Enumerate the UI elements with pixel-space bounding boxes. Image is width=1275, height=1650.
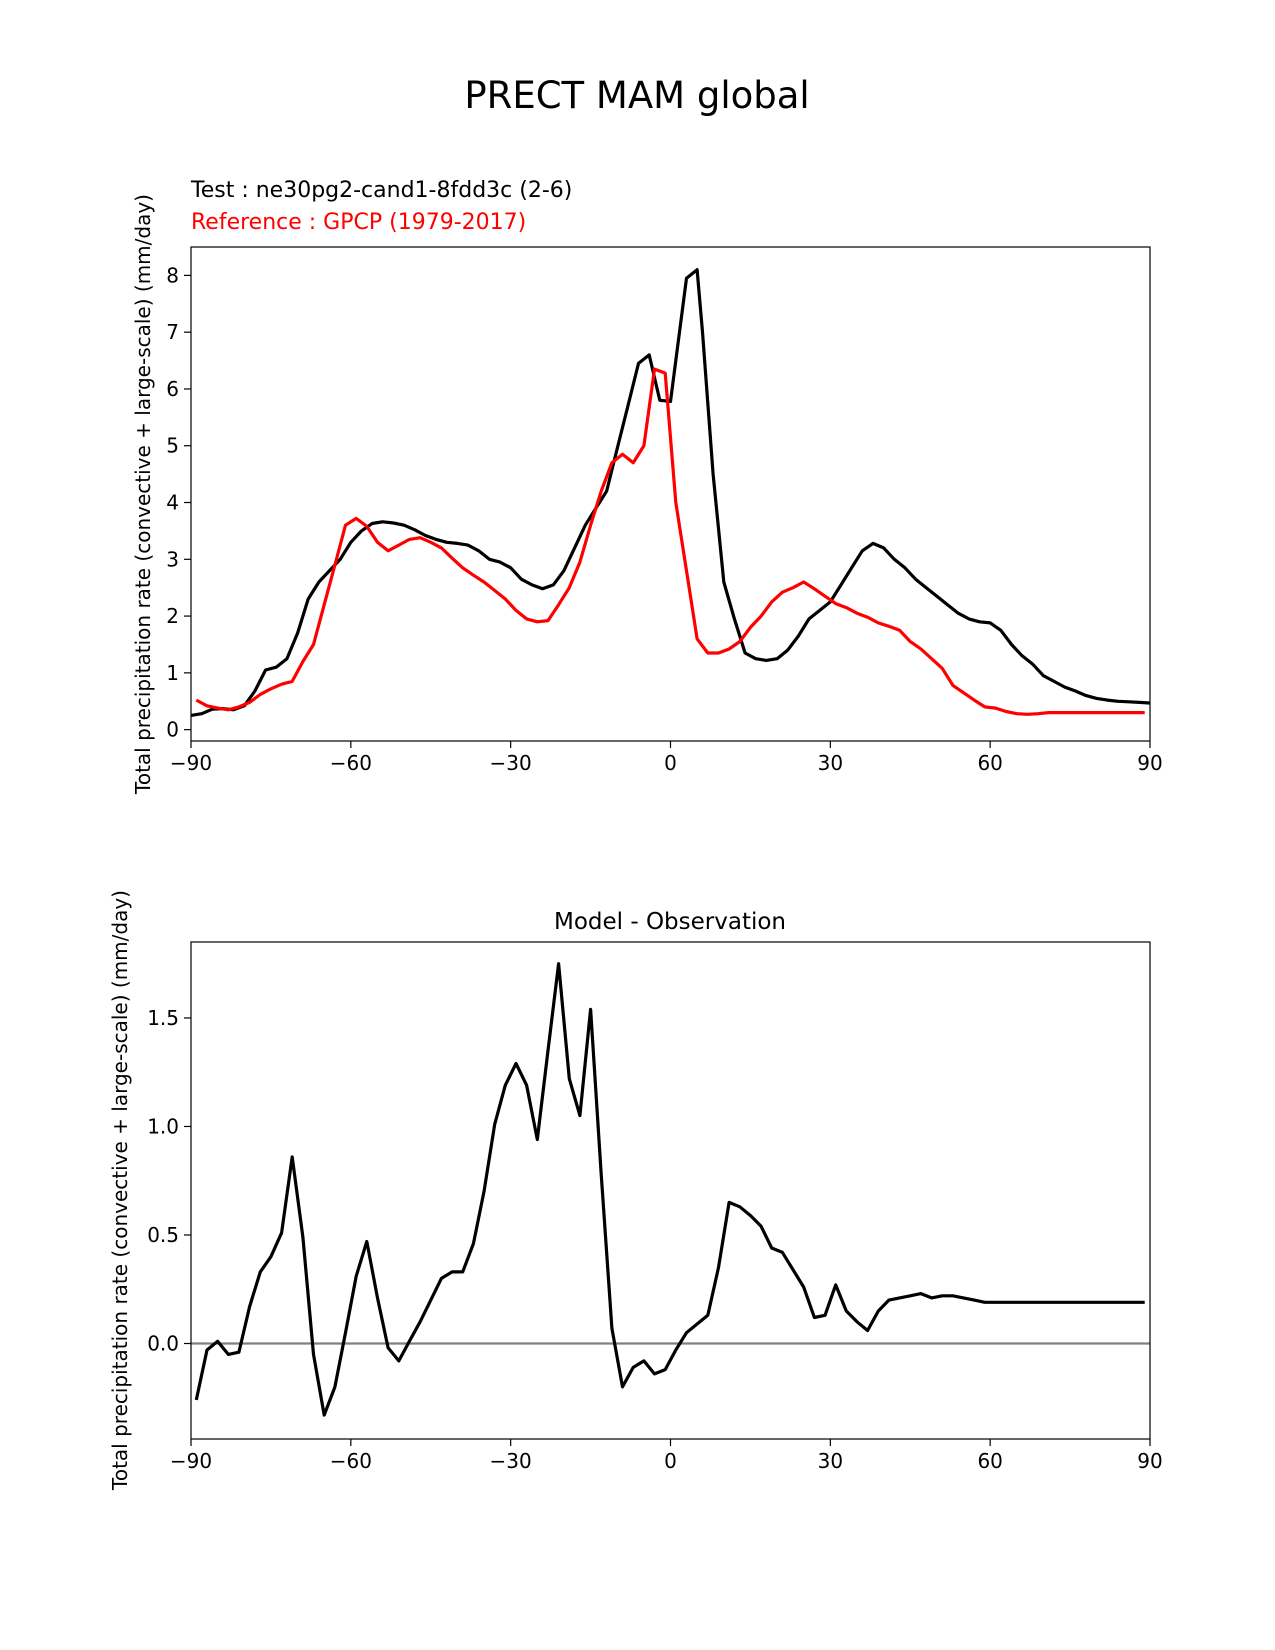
top-ytick-label: 6 [166,377,179,401]
bottom-xtick-label: 30 [818,1449,843,1473]
top-ytick-label: 3 [166,547,179,571]
top-axis-ticks: −90 −60 −30 0 30 60 90 0 1 2 3 4 5 6 7 8 [166,263,1162,775]
bottom-plot-lines [191,962,1150,1417]
figure-title: PRECT MAM global [464,74,809,117]
bottom-ylabel: Total precipitation rate (convective + l… [108,890,132,1491]
reference-series-line [195,367,1145,716]
top-xtick-label: 0 [664,751,677,775]
bottom-plot-frame [190,941,1151,1440]
bottom-panel: Model - Observation −90 −60 −30 0 30 60 90 0.0 0… [108,890,1163,1491]
bottom-ytick-label: 1.5 [147,1006,179,1030]
bottom-xtick-label: −60 [330,1449,372,1473]
reference-label: Reference : GPCP (1979-2017) [191,210,526,235]
bottom-title: Model - Observation [554,909,786,935]
top-xtick-label: 60 [977,751,1002,775]
bottom-ytick-label: 0.0 [147,1332,179,1356]
difference-series-line [194,962,1145,1417]
top-ytick-label: 8 [166,263,179,287]
top-xtick-label: 90 [1137,751,1162,775]
top-xtick-label: −60 [330,751,372,775]
bottom-xtick-label: −90 [170,1449,212,1473]
bottom-xtick-label: 90 [1137,1449,1162,1473]
top-ytick-label: 7 [166,320,179,344]
top-ytick-label: 2 [166,604,179,628]
top-ytick-label: 0 [166,718,179,742]
top-panel: Test : ne30pg2-cand1-8fdd3c (2-6) Refere… [131,178,1163,795]
bottom-axis-ticks: −90 −60 −30 0 30 60 90 0.0 0.5 1.0 1.5 [147,1006,1163,1473]
top-xtick-label: 30 [818,751,843,775]
top-xtick-label: −90 [170,751,212,775]
top-xtick-label: −30 [490,751,532,775]
top-plot-frame [190,246,1151,742]
top-ytick-label: 4 [166,491,179,515]
bottom-ytick-label: 0.5 [147,1223,179,1247]
top-ytick-label: 1 [166,661,179,685]
bottom-xtick-label: −30 [490,1449,532,1473]
top-plot-lines [190,268,1151,717]
top-ylabel: Total precipitation rate (convective + l… [131,194,155,795]
bottom-xtick-label: 60 [977,1449,1002,1473]
test-series-line [190,268,1151,717]
bottom-xtick-label: 0 [664,1449,677,1473]
bottom-ytick-label: 1.0 [147,1114,179,1138]
test-label: Test : ne30pg2-cand1-8fdd3c (2-6) [190,178,572,203]
top-ytick-label: 5 [166,434,179,458]
